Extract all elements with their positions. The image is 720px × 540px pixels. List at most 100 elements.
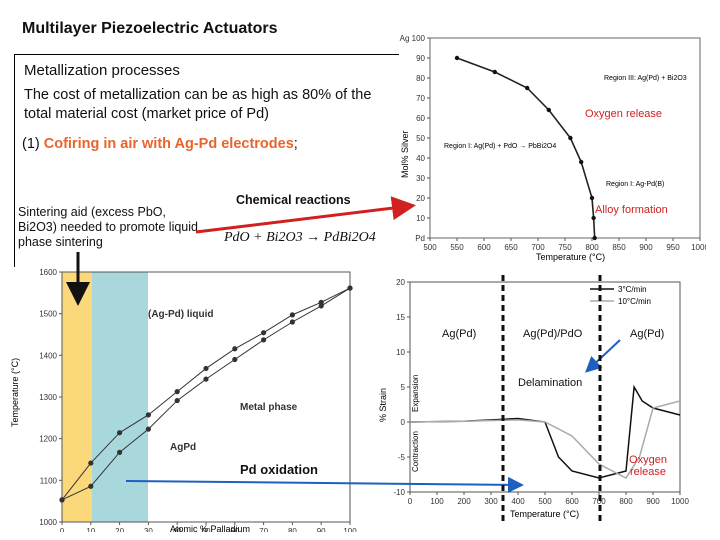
solidus-point <box>117 449 123 455</box>
x-tick-label: 600 <box>477 243 491 252</box>
strain-plot-area <box>409 281 681 493</box>
y-tick-label: 5 <box>401 383 406 392</box>
x-tick-label: 600 <box>565 497 579 506</box>
y-tick-label: Pd <box>415 234 425 243</box>
x-tick-label: 900 <box>639 243 653 252</box>
section-subtitle: Metallization processes <box>24 62 180 79</box>
x-tick-label: 20 <box>115 527 124 532</box>
silver-point <box>525 85 530 91</box>
x-tick-label: 50 <box>202 527 211 532</box>
liquidus-point <box>174 389 180 395</box>
liquidus-point <box>261 330 267 336</box>
solidus-point <box>145 426 151 432</box>
solidus-point <box>174 397 180 404</box>
y-tick-label: 10 <box>416 214 425 223</box>
x-tick-label: 550 <box>450 243 464 252</box>
content-frame <box>14 54 399 267</box>
x-tick-label: 40 <box>173 527 182 532</box>
solidus-point <box>261 337 267 343</box>
silver-point <box>492 69 497 75</box>
chemical-reactions-label: Chemical reactions <box>236 193 351 207</box>
y-tick-label: 1500 <box>39 310 57 319</box>
silver-point <box>454 55 460 61</box>
x-tick-label: 900 <box>646 497 660 506</box>
x-tick-label: 200 <box>457 497 471 506</box>
y-tick-label: 1000 <box>39 518 57 527</box>
expansion-label: Expansion <box>411 375 420 412</box>
legend-3c: 3°C/min <box>618 285 647 294</box>
metal-phase-label: Metal phase <box>240 402 298 413</box>
cofiring-suffix: ; <box>293 136 298 152</box>
silver-point <box>568 135 573 141</box>
region-label-1: Region I: Ag(Pd) + PdO → PbBi2O4 <box>444 143 556 150</box>
blue-arrow <box>125 476 524 493</box>
y-tick-label: 15 <box>396 313 405 322</box>
region-agpd-left: Ag(Pd) <box>442 328 477 340</box>
phase-xlabel: Atomic % Palladium <box>170 524 250 532</box>
y-tick-label: 10 <box>396 348 405 357</box>
cofiring-item: (1) Cofiring in air with Ag-Pd electrode… <box>22 136 298 152</box>
strain-series-line <box>409 384 681 479</box>
red-arrow <box>195 196 416 234</box>
x-tick-label: 950 <box>666 243 680 252</box>
x-tick-label: 0 <box>60 527 65 532</box>
sintering-aid-text: Sintering aid (excess PbO, Bi2O3) needed… <box>18 205 198 249</box>
x-tick-label: 1000 <box>671 497 689 506</box>
solidus-point <box>347 285 353 291</box>
x-tick-label: 90 <box>317 527 326 532</box>
oxygen-release-top: Oxygen release <box>585 108 663 120</box>
cost-paragraph: The cost of metallization can be as high… <box>24 87 372 122</box>
liquidus-point <box>117 430 123 436</box>
delamination-label: Delamination <box>518 377 583 389</box>
y-tick-label: Ag 100 <box>400 34 426 43</box>
blue-arrow-delamination <box>585 339 621 373</box>
x-tick-label: 60 <box>230 527 239 532</box>
x-tick-label: 700 <box>592 497 606 506</box>
silver-xlabel: Temperature (°C) <box>536 252 605 262</box>
y-tick-label: 20 <box>416 194 425 203</box>
x-tick-label: 800 <box>619 497 633 506</box>
liquidus-point <box>289 312 295 318</box>
alloy-formation-label: Alloy formation <box>595 204 668 216</box>
x-tick-label: 100 <box>343 527 357 532</box>
x-tick-label: 30 <box>144 527 153 532</box>
y-tick-label: 90 <box>416 54 425 63</box>
agpd-label: AgPd <box>170 442 196 453</box>
region-agpd-right: Ag(Pd) <box>630 328 665 340</box>
silver-ylabel: Mol% Silver <box>400 130 410 178</box>
x-tick-label: 500 <box>538 497 552 506</box>
y-tick-label: 1600 <box>39 268 57 277</box>
strain-series-line <box>409 400 681 479</box>
x-tick-label: 300 <box>484 497 498 506</box>
x-tick-label: 500 <box>423 243 437 252</box>
liquidus-point <box>318 299 324 305</box>
region-label-3: Region III: Ag(Pd) + Bi2O3 <box>604 75 687 82</box>
x-tick-label: 70 <box>259 527 268 532</box>
x-tick-label: 650 <box>504 243 518 252</box>
oxygen-release-bottom: Oxygen release <box>629 454 667 478</box>
y-tick-label: 1300 <box>39 393 57 402</box>
liquidus-point <box>88 460 94 466</box>
y-tick-label: 50 <box>416 134 425 143</box>
cofiring-highlight: Cofiring in air with Ag-Pd electrodes <box>43 136 294 152</box>
x-tick-label: 80 <box>288 527 297 532</box>
silver-point <box>546 107 551 113</box>
y-tick-label: 30 <box>416 174 425 183</box>
liquidus-point <box>145 412 151 418</box>
solidus-point <box>289 319 295 325</box>
y-tick-label: 1100 <box>40 476 58 485</box>
x-tick-label: 800 <box>585 243 599 252</box>
x-tick-label: 10 <box>86 527 95 532</box>
silver-point <box>591 215 596 221</box>
x-tick-label: 100 <box>430 497 444 506</box>
y-tick-label: 60 <box>416 114 425 123</box>
phase-lines <box>59 285 353 503</box>
y-tick-label: -5 <box>398 453 406 462</box>
x-tick-label: 750 <box>558 243 572 252</box>
silver-plot-area <box>429 37 701 239</box>
x-tick-label: 850 <box>612 243 626 252</box>
x-tick-label: 400 <box>511 497 525 506</box>
y-tick-label: 70 <box>416 94 425 103</box>
strain-ylabel: % Strain <box>378 388 388 422</box>
